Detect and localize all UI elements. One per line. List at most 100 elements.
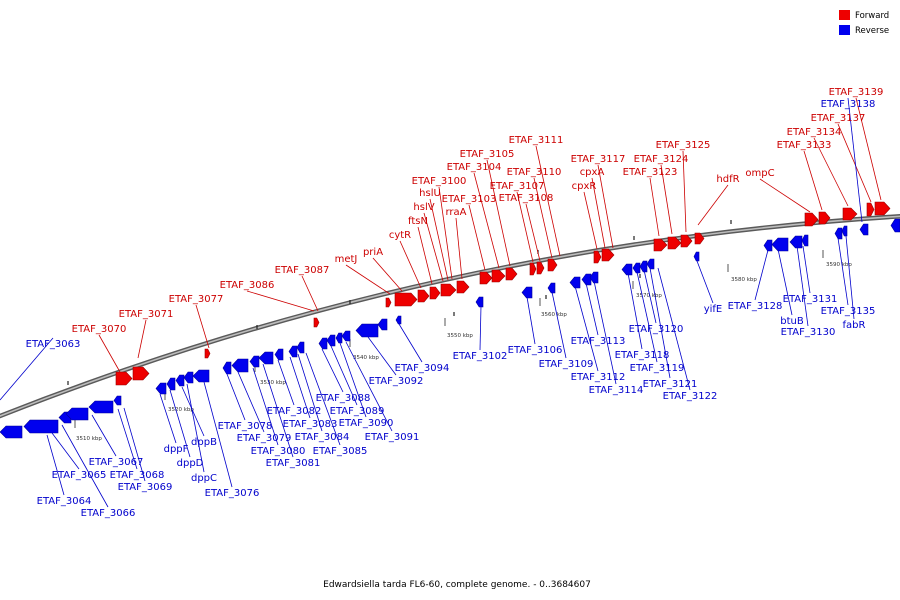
- tick-label: 3540 kbp: [353, 355, 379, 361]
- reverse-gene-label[interactable]: ETAF_3065: [52, 470, 107, 481]
- forward-gene-label[interactable]: ETAF_3086: [220, 280, 275, 291]
- forward-gene-label[interactable]: ETAF_3117: [571, 154, 626, 165]
- reverse-gene-label[interactable]: ETAF_3089: [330, 406, 385, 417]
- reverse-gene-label[interactable]: btuB: [780, 316, 804, 327]
- reverse-gene-glyph: [318, 337, 328, 350]
- reverse-gene-label[interactable]: dppC: [191, 473, 217, 484]
- forward-gene-label[interactable]: ETAF_3123: [623, 167, 678, 178]
- reverse-gene-label[interactable]: fabR: [843, 320, 866, 331]
- forward-gene-label[interactable]: cytR: [389, 230, 411, 241]
- reverse-gene-label[interactable]: ETAF_3068: [110, 470, 165, 481]
- reverse-gene-label[interactable]: ETAF_3084: [295, 432, 350, 443]
- forward-gene-label[interactable]: priA: [363, 247, 383, 258]
- gene-leader-line: [98, 334, 121, 373]
- forward-gene-glyph: [667, 236, 682, 250]
- reverse-gene-label[interactable]: ETAF_3082: [267, 406, 322, 417]
- gene-leader-line: [277, 359, 295, 406]
- reverse-gene-label[interactable]: dppD: [177, 458, 204, 469]
- gene-leader-line: [697, 184, 729, 226]
- reverse-gene-glyph: [113, 395, 122, 406]
- reverse-gene-label[interactable]: ETAF_3091: [365, 432, 420, 443]
- forward-gene-label[interactable]: ETAF_3070: [72, 324, 127, 335]
- reverse-gene-label[interactable]: dppF: [164, 444, 189, 455]
- reverse-gene-label[interactable]: ETAF_3114: [589, 385, 644, 396]
- reverse-gene-label[interactable]: ETAF_3118: [615, 350, 670, 361]
- reverse-gene-label[interactable]: yifE: [704, 304, 723, 315]
- forward-gene-label[interactable]: ompC: [745, 168, 774, 179]
- reverse-gene-label[interactable]: ETAF_3122: [663, 391, 718, 402]
- forward-gene-label[interactable]: ETAF_3107: [490, 181, 545, 192]
- reverse-gene-label[interactable]: ETAF_3063: [26, 339, 81, 350]
- reverse-gene-label[interactable]: ETAF_3106: [508, 345, 563, 356]
- forward-gene-label[interactable]: ETAF_3111: [509, 135, 564, 146]
- gene-leader-line: [516, 191, 534, 263]
- reverse-gene-label[interactable]: ETAF_3138: [821, 99, 876, 110]
- reverse-gene-label[interactable]: ETAF_3079: [237, 433, 292, 444]
- reverse-gene-label[interactable]: ETAF_3120: [629, 324, 684, 335]
- reverse-gene-label[interactable]: ETAF_3109: [539, 359, 594, 370]
- reverse-gene-label[interactable]: dppB: [191, 437, 217, 448]
- reverse-gene-label[interactable]: ETAF_3078: [218, 421, 273, 432]
- legend: Forward Reverse: [839, 10, 889, 36]
- reverse-gene-label[interactable]: ETAF_3081: [266, 458, 321, 469]
- forward-gene-label[interactable]: ETAF_3071: [119, 309, 174, 320]
- gene-leader-line: [262, 363, 294, 458]
- reverse-gene-label[interactable]: ETAF_3113: [571, 336, 626, 347]
- reverse-gene-label[interactable]: ETAF_3119: [630, 363, 685, 374]
- reverse-gene-label[interactable]: ETAF_3128: [728, 301, 783, 312]
- forward-gene-label[interactable]: hdfR: [716, 174, 739, 185]
- reverse-gene-label[interactable]: ETAF_3067: [89, 457, 144, 468]
- forward-gene-label[interactable]: ETAF_3104: [447, 162, 502, 173]
- reverse-gene-label[interactable]: ETAF_3090: [339, 418, 394, 429]
- reverse-gene-label[interactable]: ETAF_3083: [283, 419, 338, 430]
- reverse-gene-label[interactable]: ETAF_3066: [81, 508, 136, 519]
- forward-gene-label[interactable]: cpxR: [572, 181, 597, 192]
- forward-gene-label[interactable]: ETAF_3108: [499, 193, 554, 204]
- gene-leader-line: [479, 305, 482, 351]
- reverse-gene-label[interactable]: ETAF_3069: [118, 482, 173, 493]
- gene-leader-line: [297, 353, 323, 432]
- gene-leader-line: [583, 191, 598, 250]
- forward-gene-label[interactable]: ETAF_3137: [811, 113, 866, 124]
- forward-gene-label[interactable]: ETAF_3125: [656, 140, 711, 151]
- forward-gene-label[interactable]: ETAF_3087: [275, 265, 330, 276]
- forward-gene-label[interactable]: ETAF_3134: [787, 127, 842, 138]
- reverse-gene-label[interactable]: ETAF_3112: [571, 372, 626, 383]
- gene-leader-line: [321, 348, 344, 393]
- forward-gene-label[interactable]: ftsN: [408, 216, 428, 227]
- reverse-gene-label[interactable]: ETAF_3076: [205, 488, 260, 499]
- gene-leader-line: [61, 424, 109, 508]
- reverse-gene-label[interactable]: ETAF_3094: [395, 363, 450, 374]
- reverse-gene-label[interactable]: ETAF_3064: [37, 496, 92, 507]
- reverse-gene-glyph: [65, 407, 89, 421]
- forward-gene-glyph: [694, 232, 705, 245]
- forward-gene-label[interactable]: metJ: [335, 254, 358, 265]
- reverse-gene-glyph: [834, 227, 843, 240]
- forward-gene-label[interactable]: ETAF_3124: [634, 154, 689, 165]
- forward-gene-label[interactable]: ETAF_3105: [460, 149, 515, 160]
- reverse-gene-label[interactable]: ETAF_3088: [316, 393, 371, 404]
- forward-gene-label[interactable]: ETAF_3110: [507, 167, 562, 178]
- reverse-gene-label[interactable]: ETAF_3131: [783, 294, 838, 305]
- tick-label: 3550 kbp: [447, 333, 473, 339]
- forward-gene-label[interactable]: cpxA: [580, 167, 605, 178]
- forward-gene-label[interactable]: ETAF_3139: [829, 87, 884, 98]
- reverse-gene-label[interactable]: ETAF_3135: [821, 306, 876, 317]
- forward-gene-label[interactable]: ETAF_3077: [169, 294, 224, 305]
- forward-gene-label[interactable]: hslU: [419, 188, 441, 199]
- reverse-gene-label[interactable]: ETAF_3130: [781, 327, 836, 338]
- reverse-gene-label[interactable]: ETAF_3102: [453, 351, 508, 362]
- gene-leader-line: [301, 275, 319, 312]
- gene-leader-line: [649, 177, 660, 237]
- forward-gene-label[interactable]: rraA: [445, 207, 466, 218]
- reverse-gene-label[interactable]: ETAF_3092: [369, 376, 424, 387]
- reverse-gene-label[interactable]: ETAF_3121: [643, 379, 698, 390]
- forward-gene-label[interactable]: hslV: [413, 202, 434, 213]
- forward-gene-glyph: [842, 207, 858, 221]
- reverse-gene-glyph: [801, 234, 809, 247]
- reverse-gene-label[interactable]: ETAF_3080: [251, 446, 306, 457]
- forward-gene-label[interactable]: ETAF_3103: [442, 194, 497, 205]
- forward-gene-label[interactable]: ETAF_3100: [412, 176, 467, 187]
- reverse-gene-label[interactable]: ETAF_3085: [313, 446, 368, 457]
- forward-gene-label[interactable]: ETAF_3133: [777, 140, 832, 151]
